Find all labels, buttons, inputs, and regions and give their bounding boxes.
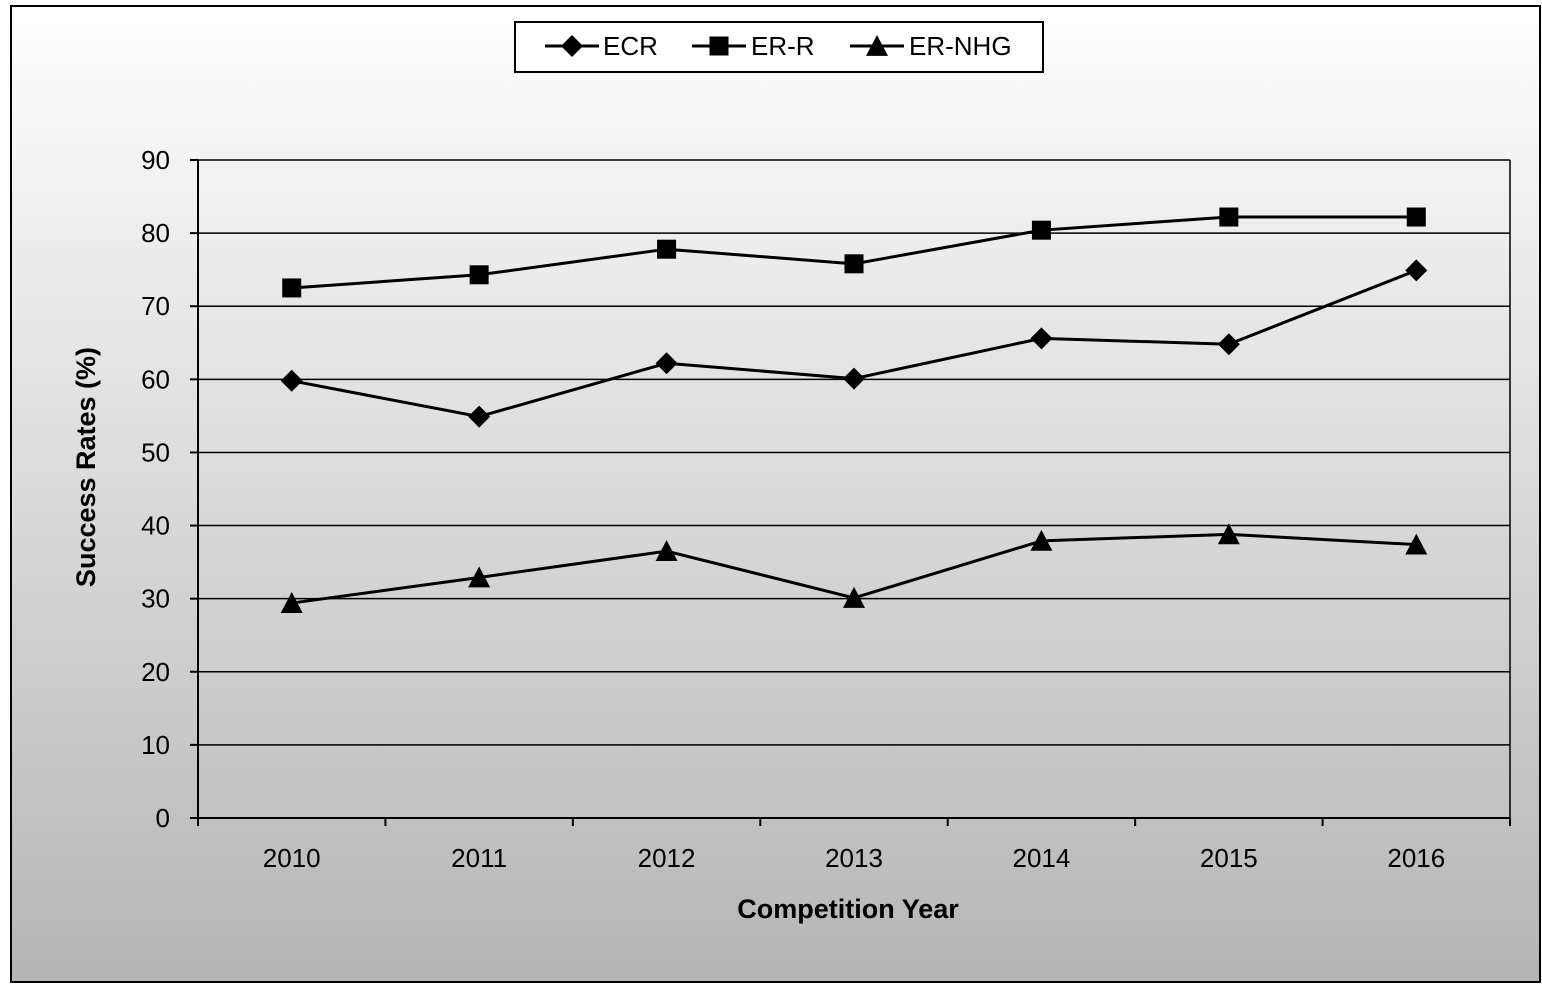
legend-marker-er-nhg — [866, 35, 888, 56]
x-tick-label-2011: 2011 — [451, 843, 507, 873]
y-tick-label-10: 10 — [141, 730, 170, 760]
y-tick-label-80: 80 — [141, 218, 170, 248]
data-point-er-nhg-2013 — [843, 586, 865, 608]
x-tick-label-2015: 2015 — [1200, 843, 1258, 873]
legend-label-ecr: ECR — [603, 31, 658, 61]
y-tick-label-30: 30 — [141, 584, 170, 614]
series-ecr — [280, 259, 1428, 428]
series-er-r — [282, 207, 1426, 298]
x-axis-title: Competition Year — [737, 894, 959, 924]
y-tick-label-0: 0 — [156, 803, 170, 833]
legend-box — [514, 21, 1044, 73]
legend-label-er-nhg: ER-NHG — [909, 31, 1012, 61]
data-point-ecr-2012 — [655, 352, 678, 375]
data-point-er-r-2013 — [844, 254, 864, 274]
x-tick-label-2010: 2010 — [263, 843, 321, 873]
x-tick-label-2016: 2016 — [1387, 843, 1445, 873]
data-point-ecr-2015 — [1217, 333, 1240, 356]
data-point-er-r-2011 — [469, 265, 489, 285]
series-group — [280, 207, 1428, 613]
legend-marker-ecr — [561, 35, 583, 57]
data-point-er-nhg-2012 — [655, 540, 678, 562]
series-er-nhg — [280, 523, 1428, 613]
data-point-er-r-2016 — [1406, 207, 1426, 227]
y-tick-label-90: 90 — [141, 145, 170, 175]
chart-background — [10, 5, 1541, 983]
data-point-ecr-2014 — [1030, 327, 1053, 350]
y-tick-label-40: 40 — [141, 511, 170, 541]
legend-item-er-r: ER-R — [692, 31, 815, 61]
y-axis-title: Success Rates (%) — [71, 347, 101, 587]
data-point-er-r-2015 — [1219, 207, 1239, 227]
data-point-er-r-2010 — [282, 278, 302, 298]
x-tick-label-2012: 2012 — [638, 843, 696, 873]
y-tick-label-70: 70 — [141, 291, 170, 321]
x-tick-label-2014: 2014 — [1013, 843, 1071, 873]
data-point-er-nhg-2011 — [468, 566, 491, 588]
data-point-er-nhg-2015 — [1217, 523, 1240, 545]
data-point-ecr-2013 — [843, 367, 865, 390]
data-point-ecr-2010 — [280, 369, 303, 392]
data-point-er-nhg-2010 — [280, 592, 303, 613]
legend-marker-er-r — [709, 36, 729, 56]
y-tick-label-60: 60 — [141, 364, 170, 394]
data-point-er-nhg-2016 — [1405, 533, 1428, 555]
data-point-ecr-2011 — [468, 405, 491, 428]
y-tick-label-20: 20 — [141, 657, 170, 687]
data-point-ecr-2016 — [1405, 259, 1428, 282]
axes: 0 10 20 30 40 50 60 70 80 90 2010 2011 2012 2013 2014 2… — [141, 145, 1511, 873]
data-point-er-r-2012 — [657, 239, 677, 259]
legend-item-er-nhg: ER-NHG — [850, 31, 1012, 61]
legend-label-er-r: ER-R — [751, 31, 815, 61]
data-point-er-nhg-2014 — [1030, 529, 1053, 551]
legend: ECR ER-R ER-NHG — [514, 21, 1044, 73]
x-tick-label-2013: 2013 — [825, 843, 883, 873]
legend-item-ecr: ECR — [545, 31, 658, 61]
data-point-er-r-2014 — [1031, 220, 1051, 240]
y-tick-label-50: 50 — [141, 437, 170, 467]
